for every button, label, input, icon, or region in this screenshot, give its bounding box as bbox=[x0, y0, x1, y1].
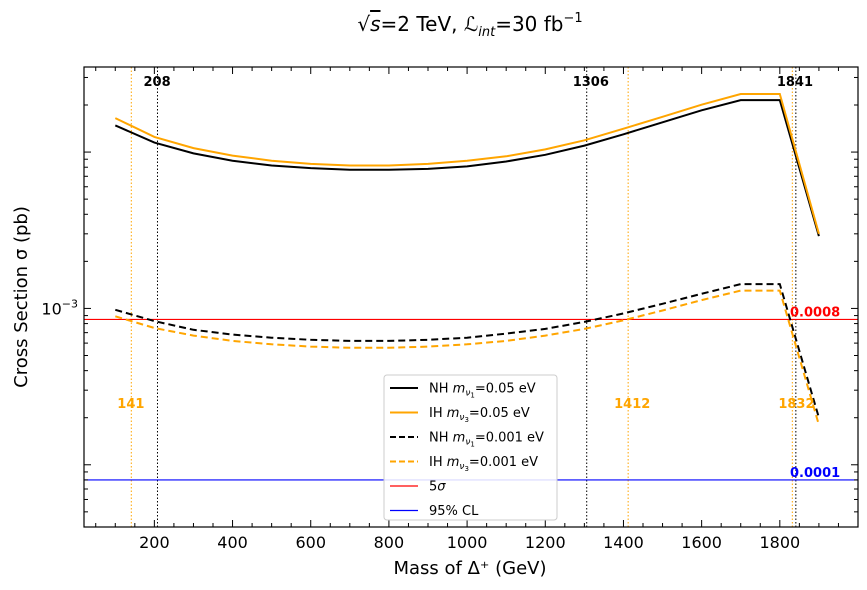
series-line-4 bbox=[115, 289, 820, 426]
legend-entry-label: NH mν1=0.05 eV bbox=[429, 382, 536, 400]
title-s: s bbox=[370, 12, 380, 36]
vline-label: 1412 bbox=[614, 397, 650, 412]
legend-entry-label: 95% CL bbox=[429, 504, 479, 519]
title-sqrt: √ bbox=[357, 12, 370, 36]
vline-label: 208 bbox=[143, 75, 170, 90]
legend: NH mν1=0.05 eV IH mν3=0.05 eV NH mν1=0.001… bbox=[383, 374, 558, 521]
x-axis-label: Mass of Δ⁺ (GeV) bbox=[393, 558, 546, 579]
x-tick-label: 800 bbox=[374, 533, 405, 552]
y-axis-label: Cross Section σ (pb) bbox=[11, 206, 32, 388]
title-part1: =2 TeV, bbox=[380, 12, 463, 36]
x-tick-label: 600 bbox=[295, 533, 326, 552]
legend-entry-label: IH mν3=0.05 eV bbox=[429, 406, 530, 424]
vline-label: 1832 bbox=[778, 397, 814, 412]
x-tick-label: 1000 bbox=[447, 533, 488, 552]
x-tick-label: 1200 bbox=[525, 533, 566, 552]
legend-entry-label: NH mν1=0.001 eV bbox=[429, 431, 544, 449]
title-part2: =30 fb bbox=[495, 12, 563, 36]
x-tick-label: 1400 bbox=[603, 533, 644, 552]
y-tick-label: 10−3 bbox=[41, 297, 78, 318]
title-exponent: −1 bbox=[564, 11, 583, 26]
chart-title: √s=2 TeV, ℒint=30 fb−1 bbox=[357, 11, 582, 40]
series-line-3 bbox=[115, 283, 820, 418]
series-line-2 bbox=[114, 93, 820, 235]
axes-frame bbox=[83, 66, 859, 528]
legend-box bbox=[383, 374, 558, 521]
title-int: int bbox=[478, 25, 496, 40]
x-tick-label: 1600 bbox=[681, 533, 722, 552]
vline-label: 1841 bbox=[777, 75, 813, 90]
x-tick-label: 400 bbox=[217, 533, 248, 552]
title-L: ℒ bbox=[464, 12, 478, 36]
legend-entry-label: 5σ bbox=[429, 480, 446, 495]
hline-label: 0.0008 bbox=[790, 305, 840, 320]
vline-label: 1306 bbox=[573, 75, 609, 90]
vline-label: 141 bbox=[117, 397, 144, 412]
x-tick-label: 200 bbox=[139, 533, 170, 552]
hline-label: 0.0001 bbox=[790, 466, 840, 481]
legend-entry-label: IH mν3=0.001 eV bbox=[429, 455, 538, 473]
series-line-1 bbox=[114, 99, 820, 237]
plot-area: 208 1306 1841 141 1412 1832 0.0008 0.0001 200 400… bbox=[41, 66, 859, 552]
x-tick-label: 1800 bbox=[759, 533, 800, 552]
